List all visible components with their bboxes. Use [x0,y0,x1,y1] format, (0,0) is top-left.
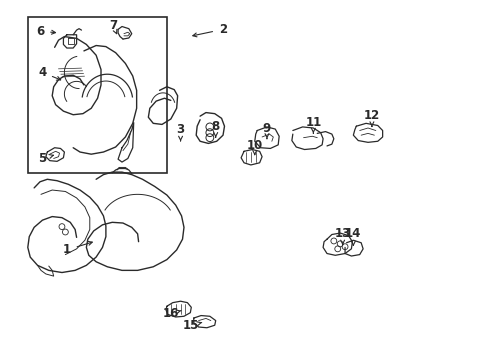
Text: 14: 14 [345,227,362,240]
Text: 13: 13 [335,227,351,240]
Text: 11: 11 [305,116,321,129]
Text: 16: 16 [163,307,179,320]
Text: 5: 5 [38,152,47,165]
Text: 3: 3 [176,123,185,136]
Text: 9: 9 [263,122,271,135]
Text: 2: 2 [219,23,227,36]
Text: 7: 7 [109,19,117,32]
Text: 4: 4 [38,66,47,79]
Text: 15: 15 [183,319,199,332]
Text: 6: 6 [36,25,44,38]
Text: 10: 10 [246,139,263,152]
Text: 8: 8 [212,120,220,133]
Bar [28,17,167,173]
Text: 1: 1 [63,243,71,256]
Text: 12: 12 [364,109,380,122]
